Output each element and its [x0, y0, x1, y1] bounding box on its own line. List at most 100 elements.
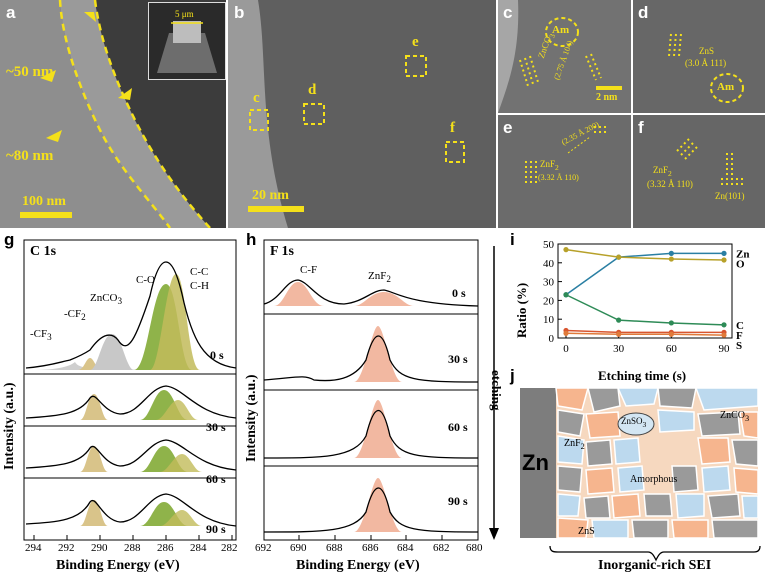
panel-f-hrtem: f ZnF2 (3.32 Å 110) Zn(101)	[633, 115, 765, 228]
panel-g-xlabel: Binding Energy (eV)	[56, 558, 180, 573]
panel-g-ylabel: Intensity (a.u.)	[2, 382, 17, 470]
panel-j-zns-label: ZnS	[578, 526, 595, 537]
panel-g-peak-znco3: ZnCO3	[90, 292, 122, 306]
panel-h-xtick-3: 686	[362, 542, 379, 554]
panel-h-xps-f1s: h F 1s Intensity (a.u.) C-F ZnF2 0 s 30 …	[244, 230, 506, 579]
panel-b-box-c-label: c	[253, 90, 260, 106]
point-O-3	[721, 257, 727, 263]
series-label-C: C	[736, 320, 744, 332]
panel-h-etching-label: etching	[489, 370, 504, 411]
panel-h-xtick-1: 690	[290, 542, 307, 554]
panel-h-xlabel: Binding Energy (eV)	[296, 558, 420, 573]
panel-h-xtick-5: 682	[433, 542, 450, 554]
panel-e-drawing	[498, 115, 631, 228]
panel-e-lattice-a: (3.32 Å 110)	[538, 173, 579, 182]
point-O-0	[563, 247, 569, 253]
panel-f-label: f	[638, 118, 644, 137]
panel-e-znf2-label: ZnF2	[540, 159, 559, 172]
point-C-1	[616, 317, 622, 323]
panel-h-ylabel: Intensity (a.u.)	[244, 374, 259, 462]
series-label-O: O	[736, 258, 745, 270]
panel-g-time-60: 60 s	[206, 472, 226, 486]
panel-j-drawing	[520, 387, 761, 562]
panel-g-peak-cf2: -CF2	[64, 308, 86, 322]
panel-a-thickness-top: ~50 nm	[6, 64, 54, 80]
panel-b-drawing	[228, 0, 496, 228]
panel-c-hrtem: c Am ZnCO3 (2.75 Å 104) 2 nm	[498, 0, 631, 113]
panel-c-am-label: Am	[552, 24, 570, 36]
y-tick-label-5: 50	[543, 239, 555, 251]
panel-b-box-f-label: f	[450, 120, 455, 136]
panel-d-hrtem: d ZnS (3.0 Å 111) Am	[633, 0, 765, 113]
peak-cf3-text: -CF	[30, 328, 48, 340]
znco3-sub: 3	[745, 414, 750, 423]
y-tick-label-1: 10	[543, 314, 555, 326]
panel-j-zn-label: Zn	[522, 450, 549, 475]
peak-cf2-text: -CF	[64, 308, 82, 320]
panel-g-title: C 1s	[30, 244, 57, 259]
series-label-S: S	[736, 340, 742, 352]
y-tick-label-4: 40	[543, 258, 555, 270]
point-S-0	[563, 330, 569, 336]
peak-znf2-sub: 2	[386, 274, 391, 285]
panel-d-drawing	[633, 0, 765, 113]
panel-e-hrtem: e ZnF2 (3.32 Å 110) (2.35 Å 200)	[498, 115, 631, 228]
panel-g-xtick-2: 290	[91, 542, 108, 554]
panel-g-time-0: 0 s	[210, 348, 224, 362]
panel-b-box-d-label: d	[308, 82, 317, 98]
panel-a-inset: 5 μm	[148, 2, 226, 80]
point-C-3	[721, 322, 727, 328]
panel-i-label: i	[510, 230, 515, 249]
panel-g-time-90: 90 s	[206, 522, 226, 536]
panel-e-label: e	[503, 118, 513, 137]
x-tick-label-0: 0	[563, 343, 569, 355]
peak-znco3-text: ZnCO	[90, 292, 118, 304]
point-S-3	[721, 332, 727, 338]
panel-g-peak-cc: C-C	[190, 266, 209, 278]
panel-i-svg: 0 10 20 30 40 50 0 30 60 90 ZnO CFS	[543, 239, 749, 355]
panel-f-znf2-sub: 2	[668, 168, 672, 178]
panel-h-time-30: 30 s	[448, 352, 468, 366]
znso3-text: ZnSO	[621, 416, 643, 426]
panel-j-znso3-label: ZnSO3	[621, 416, 646, 429]
panel-g-xtick-1: 292	[58, 542, 75, 554]
panel-g-xtick-3: 288	[124, 542, 141, 554]
panel-g-xtick-5: 284	[190, 542, 207, 554]
panel-h-xtick-4: 684	[397, 542, 414, 554]
znf2-sub: 2	[580, 442, 585, 451]
panel-h-xtick-0: 692	[255, 542, 272, 554]
panel-h-time-0: 0 s	[452, 286, 466, 300]
panel-i-ylabel: Ratio (%)	[514, 282, 529, 338]
point-Zn-2	[668, 250, 674, 256]
series-line-O	[565, 248, 725, 261]
panel-d-am-label: Am	[717, 81, 735, 93]
panel-d-zns-label: ZnS	[699, 46, 715, 56]
panel-b-scalebar-label: 20 nm	[252, 188, 289, 203]
peak-cf3-sub: 3	[47, 332, 52, 343]
panel-b-box-e-label: e	[412, 34, 419, 50]
y-tick-label-2: 20	[543, 295, 555, 307]
series-line-F	[565, 329, 724, 334]
panel-j-amorphous-label: Amorphous	[630, 474, 678, 485]
point-C-0	[563, 292, 569, 298]
panel-e-znf2-sub: 2	[555, 162, 559, 172]
panel-f-drawing	[633, 115, 765, 228]
panel-f-znf2-text: ZnF	[653, 165, 669, 175]
panel-d-lattice-label: (3.0 Å 111)	[685, 58, 727, 68]
panel-g-peak-cf3: -CF3	[30, 328, 52, 342]
peak-znco3-sub: 3	[117, 296, 123, 307]
panel-c-label: c	[503, 3, 513, 22]
panel-c-scalebar-label: 2 nm	[596, 92, 618, 103]
peak-cf2-sub: 2	[81, 312, 86, 323]
point-C-2	[668, 320, 674, 326]
point-S-1	[616, 331, 622, 337]
point-O-1	[616, 254, 622, 260]
series-line-Zn	[565, 252, 724, 296]
series-label-F: F	[736, 330, 743, 342]
panel-h-label: h	[246, 230, 257, 249]
x-tick-label-3: 90	[719, 343, 731, 355]
panel-f-znf2-label: ZnF2	[653, 165, 672, 178]
panel-d-label: d	[638, 3, 649, 22]
series-line-C	[565, 294, 725, 326]
panel-h-plot	[263, 239, 499, 541]
